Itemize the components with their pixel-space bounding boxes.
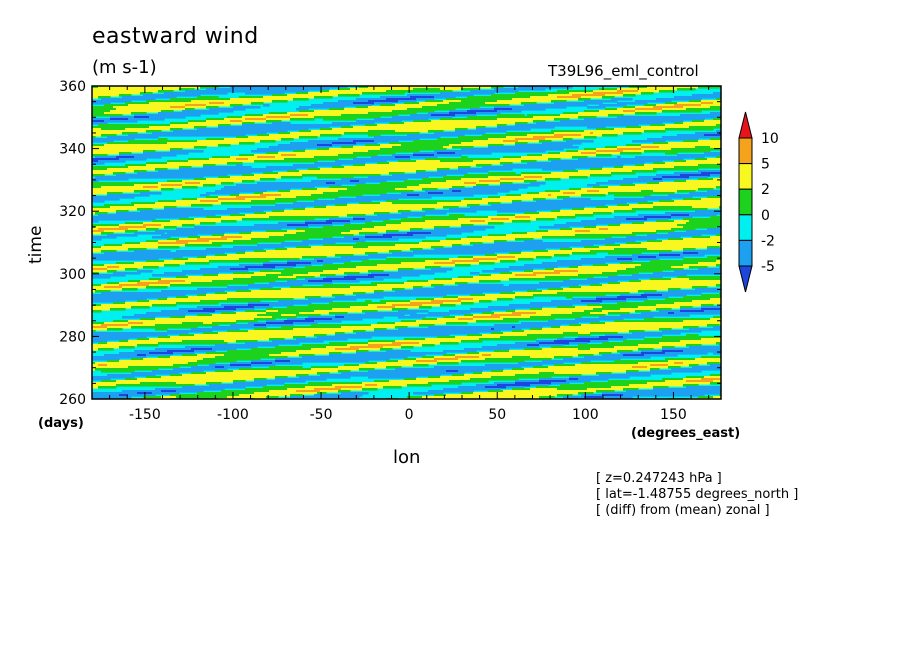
field-cell [182, 116, 186, 119]
field-cell [629, 98, 633, 101]
field-cell [338, 134, 342, 137]
field-cell [290, 138, 294, 141]
field-cell [542, 108, 546, 111]
field-cell [215, 112, 219, 115]
field-cell [692, 88, 696, 91]
field-cell [284, 100, 288, 103]
field-cell [710, 128, 714, 131]
field-cell [224, 92, 228, 95]
field-cell [272, 140, 276, 143]
field-cell [632, 94, 636, 97]
field-cell [257, 106, 261, 109]
field-cell [578, 142, 582, 145]
field-cell [698, 110, 702, 113]
field-cell [614, 134, 618, 137]
field-cell [329, 96, 333, 99]
field-cell [563, 106, 567, 109]
field-cell [401, 92, 405, 95]
field-cell [653, 112, 657, 115]
field-cell [311, 118, 315, 121]
field-cell [590, 140, 594, 143]
field-cell [161, 118, 165, 121]
field-cell [305, 98, 309, 101]
field-cell [527, 128, 531, 131]
field-cell [518, 110, 522, 113]
field-cell [671, 90, 675, 93]
field-cell [242, 108, 246, 111]
field-cell [230, 110, 234, 113]
field-cell [662, 130, 666, 133]
field-cell [203, 146, 207, 149]
field-cell [314, 136, 318, 139]
field-cell [650, 92, 654, 95]
field-cell [356, 94, 360, 97]
field-cell [266, 104, 270, 107]
field-cell [227, 144, 231, 147]
wind-field [92, 86, 723, 401]
field-cell [197, 114, 201, 117]
field-cell [251, 142, 255, 145]
field-cell [134, 120, 138, 123]
field-cell [593, 136, 597, 139]
field-cell [638, 132, 642, 135]
field-cell [542, 88, 546, 91]
field-cell [551, 126, 555, 129]
